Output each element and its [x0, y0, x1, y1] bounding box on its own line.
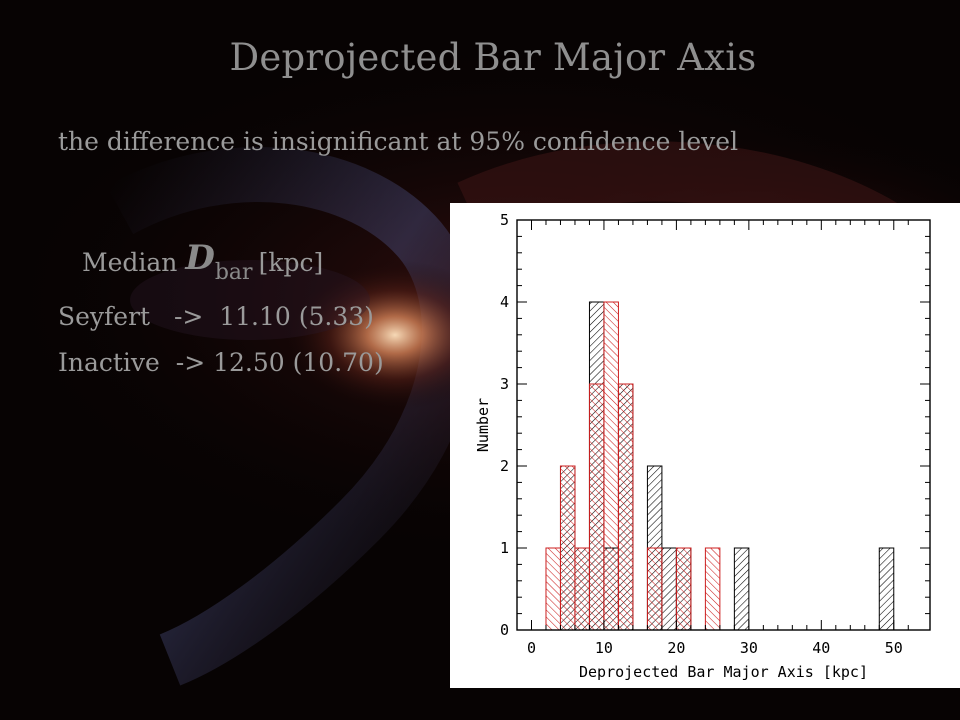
- row-value: 12.50 (10.70): [213, 348, 384, 377]
- plot-frame: [516, 219, 931, 631]
- histogram-bar: [603, 301, 619, 631]
- x-tick-label: 20: [667, 639, 685, 657]
- x-tick-label: 0: [527, 639, 536, 657]
- median-unit: [kpc]: [258, 248, 324, 277]
- y-tick-label: 1: [500, 539, 509, 557]
- row-label: Inactive: [58, 348, 160, 377]
- median-prefix: Median: [82, 248, 178, 277]
- y-tick-label: 0: [500, 621, 509, 639]
- histogram-bar: [878, 547, 895, 631]
- row-arrow: ->: [175, 348, 206, 377]
- histogram-bar: [646, 547, 663, 631]
- inactive-row: Inactive -> 12.50 (10.70): [58, 348, 384, 377]
- y-tick-label: 5: [500, 211, 509, 229]
- y-axis-label: Number: [474, 398, 492, 452]
- histogram-bar: [661, 547, 677, 631]
- x-tick-label: 10: [595, 639, 613, 657]
- median-subscript: bar: [214, 260, 253, 285]
- histogram-bar: [574, 547, 590, 631]
- seyfert-row: Seyfert -> 11.10 (5.33): [58, 302, 374, 331]
- histogram-bar: [617, 383, 634, 631]
- row-arrow: ->: [173, 302, 204, 331]
- slide-title: Deprojected Bar Major Axis: [229, 36, 757, 79]
- x-axis-label: Deprojected Bar Major Axis [kpc]: [579, 663, 868, 681]
- median-heading: Median Dbar [kpc]: [82, 238, 324, 285]
- x-tick-label: 40: [812, 639, 830, 657]
- histogram-bar: [559, 465, 576, 631]
- y-tick-label: 3: [500, 375, 509, 393]
- histogram-chart: 0 10 20 30 40 50 0 1 2 3 4 5 Deprojected Bar Major A…: [450, 203, 960, 688]
- row-label: Seyfert: [58, 302, 151, 331]
- row-value: 11.10 (5.33): [219, 302, 374, 331]
- histogram-bar: [545, 547, 561, 631]
- slide-subtitle: the difference is insignificant at 95% c…: [58, 127, 739, 156]
- histogram-bar: [704, 547, 721, 631]
- median-symbol: D: [185, 238, 215, 278]
- x-tick-label: 50: [885, 639, 903, 657]
- histogram-bar: [588, 383, 605, 631]
- histogram-bar: [733, 547, 750, 631]
- histogram-bar: [675, 547, 692, 631]
- y-tick-label: 4: [500, 293, 509, 311]
- y-tick-label: 2: [500, 457, 509, 475]
- x-tick-label: 30: [740, 639, 758, 657]
